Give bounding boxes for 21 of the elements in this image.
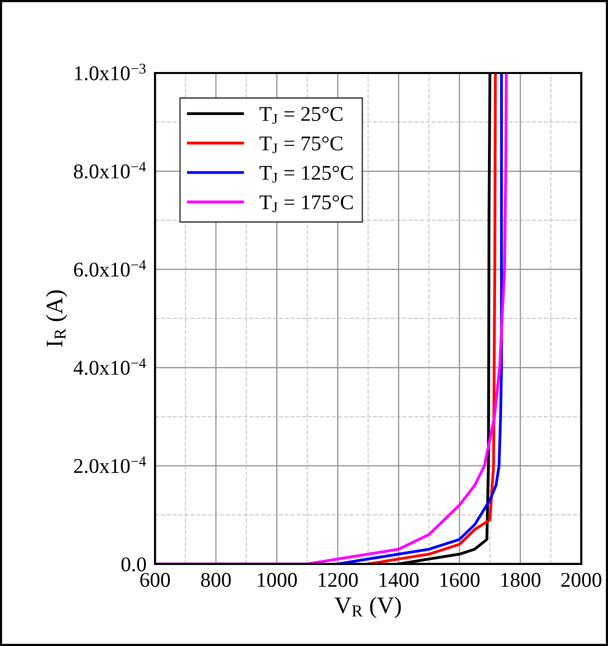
legend-label: T$_{J}$ = 25°C xyxy=(260,106,342,124)
x-axis-title: V$_{R}$ (V) xyxy=(334,596,401,618)
y-tick-label: 1.0x10$^{−3}$ xyxy=(75,64,146,80)
y-tick-label: 4.0x10$^{−4}$ xyxy=(74,358,146,375)
x-tick-label: 1400 xyxy=(380,572,419,587)
legend-label: T$_{J}$ = 75°C xyxy=(260,136,342,154)
x-tick-label: 1800 xyxy=(501,572,540,587)
y-tick-label: 2.0x10$^{−4}$ xyxy=(74,456,146,474)
y-axis-title: I$_{R}$ (A) xyxy=(46,290,68,347)
x-tick-label: 800 xyxy=(201,572,231,587)
x-tick-label: 600 xyxy=(140,572,170,587)
y-tick-label: 0.0 xyxy=(121,557,146,572)
x-tick-label: 2000 xyxy=(561,572,602,587)
legend-label: T$_{J}$ = 175°C xyxy=(260,195,353,212)
line-series xyxy=(366,73,497,564)
y-tick-label: 6.0x10$^{−4}$ xyxy=(74,260,146,277)
y-tick-label: 8.0x10$^{−4}$ xyxy=(74,162,146,179)
x-tick-label: 1600 xyxy=(440,572,480,587)
x-tick-label: 1000 xyxy=(258,572,297,587)
x-tick-label: 1200 xyxy=(318,572,358,587)
legend-label: T$_{J}$ = 125°C xyxy=(260,166,353,183)
